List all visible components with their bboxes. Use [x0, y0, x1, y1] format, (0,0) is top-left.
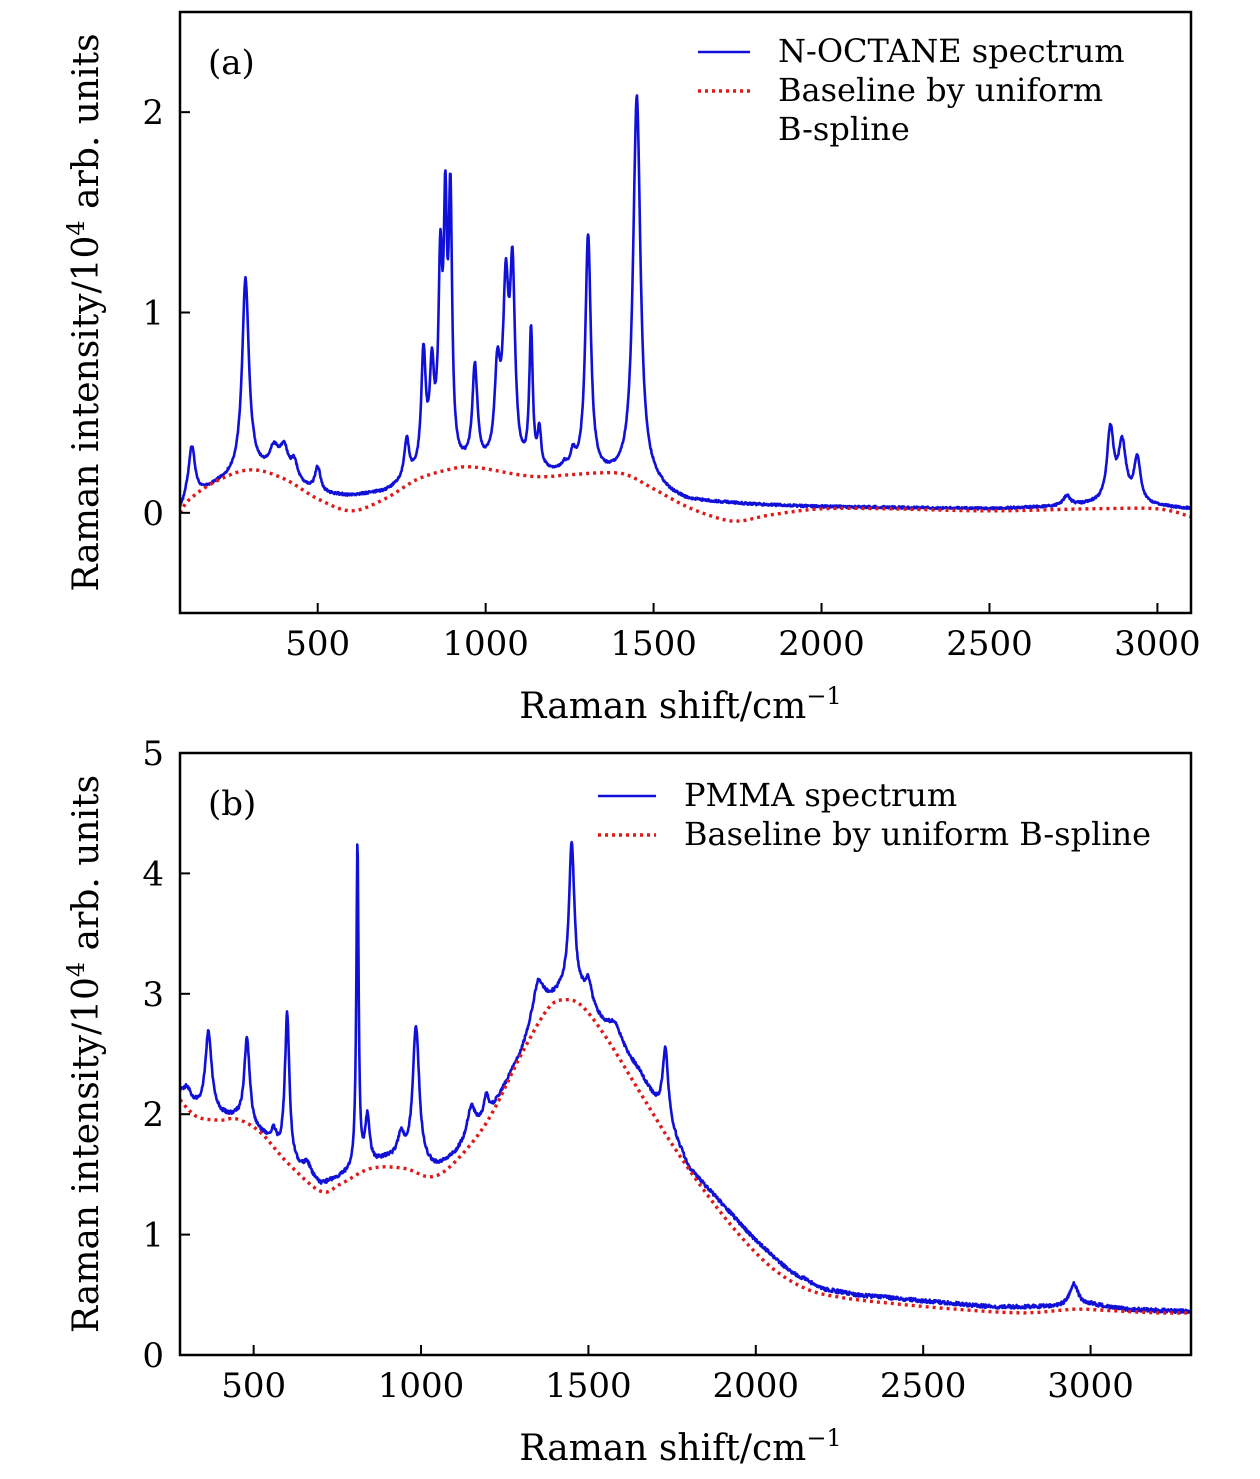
panel-label-a: (a) — [208, 43, 255, 83]
plot-frame-b — [178, 751, 1193, 1357]
x-axis-title-b: Raman shift/cm−1 — [519, 1424, 841, 1469]
x-tick-label-a: 500 — [285, 624, 350, 664]
x-axis-title-a: Raman shift/cm−1 — [519, 682, 841, 727]
x-tick-label-b: 1000 — [378, 1366, 465, 1406]
legend-label-b-1: Baseline by uniform B-spline — [684, 815, 1151, 853]
y-tick-label-b: 5 — [142, 734, 164, 774]
y-tick-label-b: 2 — [142, 1095, 164, 1135]
x-tick-label-a: 1500 — [610, 624, 697, 664]
series-line-a-spectrum — [180, 94, 1191, 511]
x-tick-label-a: 3000 — [1114, 624, 1201, 664]
legend-label-a-0: N-OCTANE spectrum — [778, 32, 1125, 70]
series-line-a-baseline — [180, 465, 1191, 523]
series-line-b-spectrum — [180, 840, 1191, 1315]
y-axis-title-b: Raman intensity/104 arb. units — [62, 775, 107, 1333]
x-tick-label-b: 3000 — [1047, 1366, 1134, 1406]
x-tick-label-b: 500 — [221, 1366, 286, 1406]
y-tick-label-a: 1 — [142, 294, 164, 334]
x-tick-label-b: 2500 — [880, 1366, 967, 1406]
x-tick-label-a: 1000 — [442, 624, 529, 664]
legend-label-b-0: PMMA spectrum — [684, 776, 957, 814]
x-tick-label-a: 2000 — [778, 624, 865, 664]
y-tick-label-a: 0 — [142, 494, 164, 534]
legend-label-a-1: Baseline by uniform — [778, 71, 1103, 109]
y-axis-title-a: Raman intensity/104 arb. units — [62, 33, 107, 591]
panel-label-b: (b) — [208, 784, 256, 824]
legend-label-a-1: B-spline — [778, 110, 910, 148]
x-tick-label-b: 1500 — [545, 1366, 632, 1406]
y-tick-label-b: 1 — [142, 1216, 164, 1256]
y-tick-label-a: 2 — [142, 93, 164, 133]
y-tick-label-b: 3 — [142, 975, 164, 1015]
y-tick-label-b: 0 — [142, 1336, 164, 1376]
panel-a-chart: 500 1000 1500 2000 2500 3000 0 1 2 Raman shift/cm… — [62, 10, 1201, 727]
series-line-b-baseline — [180, 998, 1191, 1315]
plot-area-a — [180, 94, 1191, 523]
x-tick-label-b: 2000 — [713, 1366, 800, 1406]
y-tick-label-b: 4 — [142, 854, 164, 894]
panel-b-chart: 500 1000 1500 2000 2500 3000 0 1 2 3 4 5 Raman shift… — [62, 734, 1193, 1469]
plot-area-b — [180, 840, 1191, 1315]
x-tick-label-a: 2500 — [946, 624, 1033, 664]
